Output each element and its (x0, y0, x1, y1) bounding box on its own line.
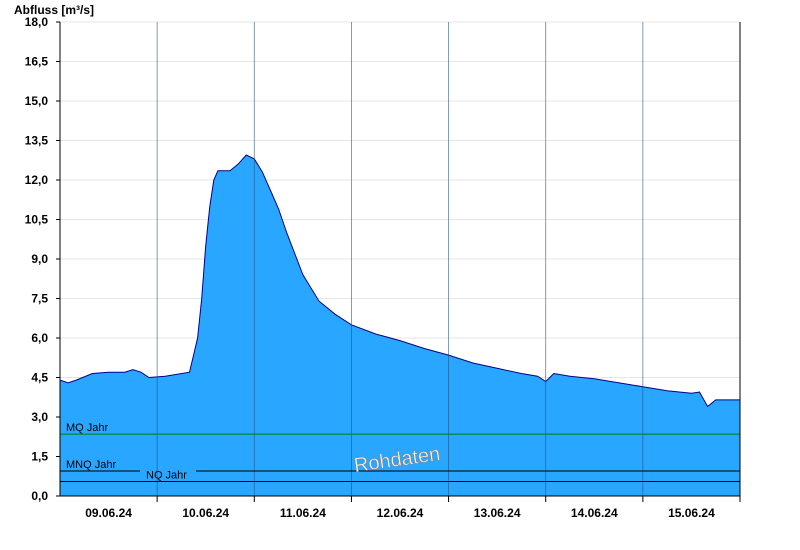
y-tick-label: 10,5 (25, 213, 49, 227)
y-tick-label: 13,5 (25, 134, 49, 148)
discharge-line (59, 154, 740, 408)
y-tick-labels: 0,0 1,5 3,0 4,5 6,0 7,5 9,0 10,5 12,0 13,5 15,0 16,… (25, 15, 49, 503)
y-axis-title: Abfluss [m³/s] (14, 3, 94, 17)
reference-line-label: MNQ Jahr (66, 459, 116, 471)
x-tick-label: 09.06.24 (85, 506, 132, 520)
x-tick-label: 11.06.24 (280, 506, 326, 520)
reference-line-label: MQ Jahr (66, 422, 109, 434)
y-tick-label: 12,0 (25, 173, 49, 187)
y-tick-label: 1,5 (31, 450, 48, 464)
y-tick-label: 7,5 (31, 292, 48, 306)
x-tick-label: 10.06.24 (182, 506, 229, 520)
reference-lines: MQ Jahr MNQ Jahr NQ Jahr (60, 422, 740, 483)
axes (56, 21, 741, 502)
x-tick-labels: 09.06.24 10.06.24 11.06.24 12.06.24 13.06.24… (85, 506, 715, 520)
x-tick-label: 13.06.24 (474, 506, 521, 520)
y-tick-label: 3,0 (31, 410, 48, 424)
y-tick-label: 6,0 (31, 331, 48, 345)
x-tick-label: 15.06.24 (668, 506, 715, 520)
y-tick-label: 0,0 (31, 489, 48, 503)
reference-line-label: NQ Jahr (146, 470, 187, 482)
y-tick-label: 16,5 (25, 55, 49, 69)
discharge-area (60, 155, 740, 496)
x-tick-label: 12.06.24 (377, 506, 424, 520)
y-tick-label: 9,0 (31, 252, 48, 266)
x-tick-label: 14.06.24 (571, 506, 618, 520)
discharge-series (59, 154, 740, 496)
y-tick-label: 18,0 (25, 15, 49, 29)
y-tick-label: 15,0 (25, 94, 49, 108)
y-tick-label: 4,5 (31, 371, 48, 385)
